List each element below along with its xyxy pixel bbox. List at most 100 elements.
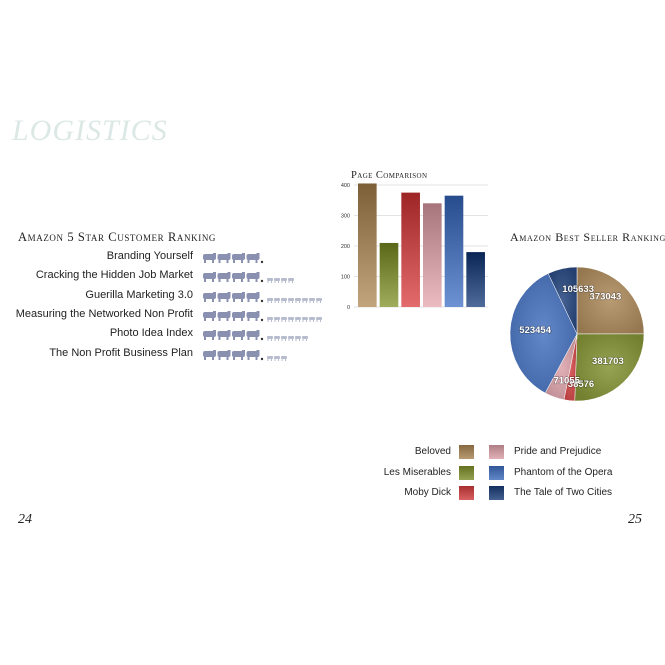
elephant-icon [274, 336, 280, 342]
rating-icons-graphic [203, 272, 294, 284]
book-title: The Non Profit Business Plan [49, 346, 193, 359]
rating-icons-graphic [203, 330, 308, 342]
elephant-icon [274, 278, 280, 284]
rating-icons [203, 349, 353, 367]
ranking-heading: Amazon 5 Star Customer Ranking [18, 230, 217, 244]
pie-slice-tale_two_cities [547, 266, 578, 335]
elephant-icon [232, 291, 245, 302]
y-tick-label: 400 [341, 183, 350, 189]
elephant-icon [203, 310, 216, 321]
book-title: Measuring the Networked Non Profit [15, 307, 193, 320]
separator-dot [260, 337, 264, 341]
page-number-left: 24 [18, 512, 32, 527]
elephant-icon [217, 349, 231, 360]
elephant-icon [203, 272, 216, 283]
elephant-icon [316, 297, 322, 303]
rating-icons [203, 252, 353, 270]
legend-swatch-phantom [489, 465, 504, 480]
elephant-icon [203, 330, 216, 341]
elephant-icon [217, 253, 231, 263]
rating-icons [203, 271, 353, 289]
elephant-icon [274, 316, 280, 322]
elephant-icon [281, 355, 287, 361]
legend-swatch-moby_dick [459, 486, 474, 500]
elephant-icon [288, 316, 294, 322]
rating-icons [203, 291, 353, 309]
legend-swatch-beloved [459, 445, 474, 459]
elephant-icon [217, 291, 231, 302]
legend-label: Les Miserables [383, 466, 451, 478]
elephant-icon [281, 336, 287, 342]
elephant-icon [203, 253, 216, 263]
elephant-icon [217, 330, 231, 341]
pie-chart-title: Amazon Best Seller Ranking [510, 230, 665, 244]
legend-swatch-tale_two_cities [489, 486, 504, 500]
elephant-icon [232, 310, 245, 321]
ranking-row: The Non Profit Business Plan [0, 347, 665, 361]
pie-data-label: 381703 [592, 356, 624, 367]
bar-tale_two_cities [466, 252, 485, 307]
bar-chart-title: Page Comparison [351, 170, 428, 181]
y-tick-label: 300 [341, 214, 350, 220]
elephant-icon [246, 272, 260, 283]
elephant-icon [217, 272, 231, 283]
elephant-icon [267, 297, 273, 303]
ranking-row: Guerilla Marketing 3.0 [0, 289, 665, 303]
elephant-icon [274, 355, 280, 361]
elephant-icon [302, 316, 308, 322]
legend-label: Phantom of the Opera [514, 466, 613, 478]
book-title: Photo Idea Index [109, 327, 193, 340]
legend-label: The Tale of Two Cities [514, 487, 613, 498]
y-tick-label: 200 [341, 244, 350, 250]
pie-data-label: 373043 [590, 292, 622, 303]
pie-slice-phantom [509, 273, 578, 394]
elephant-icon [274, 297, 280, 303]
book-title: Guerilla Marketing 3.0 [85, 288, 193, 301]
elephant-icon [267, 278, 273, 284]
rating-icons-graphic [203, 253, 264, 264]
separator-dot [260, 299, 264, 302]
legend-label: Beloved [414, 446, 451, 457]
elephant-icon [246, 330, 260, 341]
rating-icons [203, 310, 353, 328]
page-title: LOGISTICS [12, 114, 168, 147]
elephant-icon [246, 349, 260, 360]
book-title: Branding Yourself [106, 250, 193, 262]
legend-swatch-pride_prejudice [489, 445, 504, 459]
ranking-row: Photo Idea Index [0, 327, 665, 342]
elephant-icon [203, 349, 216, 360]
separator-dot [260, 260, 264, 264]
elephant-icon [232, 253, 245, 263]
elephant-icon [295, 316, 301, 322]
pie-slice-beloved [576, 266, 645, 335]
legend-swatch-les_miserables [459, 465, 474, 480]
elephant-icon [316, 316, 322, 322]
elephant-icon [246, 310, 260, 321]
bar-phantom [444, 195, 464, 307]
elephant-icon [267, 336, 273, 342]
separator-dot [260, 357, 264, 360]
elephant-icon [267, 355, 273, 361]
elephant-icon [281, 297, 287, 303]
separator-dot [260, 318, 264, 322]
elephant-icon [309, 297, 315, 303]
elephant-icon [203, 291, 216, 302]
pie-data-label: 523454 [519, 325, 551, 336]
elephant-icon [246, 253, 260, 263]
bar-pride_prejudice [423, 203, 442, 307]
elephant-icon [232, 330, 245, 341]
elephant-icon [281, 278, 287, 284]
book-title: Cracking the Hidden Job Market [35, 269, 193, 282]
bar-beloved [358, 183, 377, 307]
ranking-row: Branding Yourself [0, 250, 665, 264]
bar-chart: 0 100 200 300 400 [341, 183, 488, 310]
elephant-icon [246, 291, 260, 302]
elephant-icon [232, 349, 245, 360]
rating-icons-graphic [203, 291, 322, 303]
pie-data-label: 105633 [562, 284, 594, 295]
ranking-row: Cracking the Hidden Job Market [0, 269, 665, 284]
ranking-row: Measuring the Networked Non Profit [0, 308, 665, 322]
elephant-icon [281, 316, 287, 322]
pie-data-label: 38576 [568, 379, 594, 390]
